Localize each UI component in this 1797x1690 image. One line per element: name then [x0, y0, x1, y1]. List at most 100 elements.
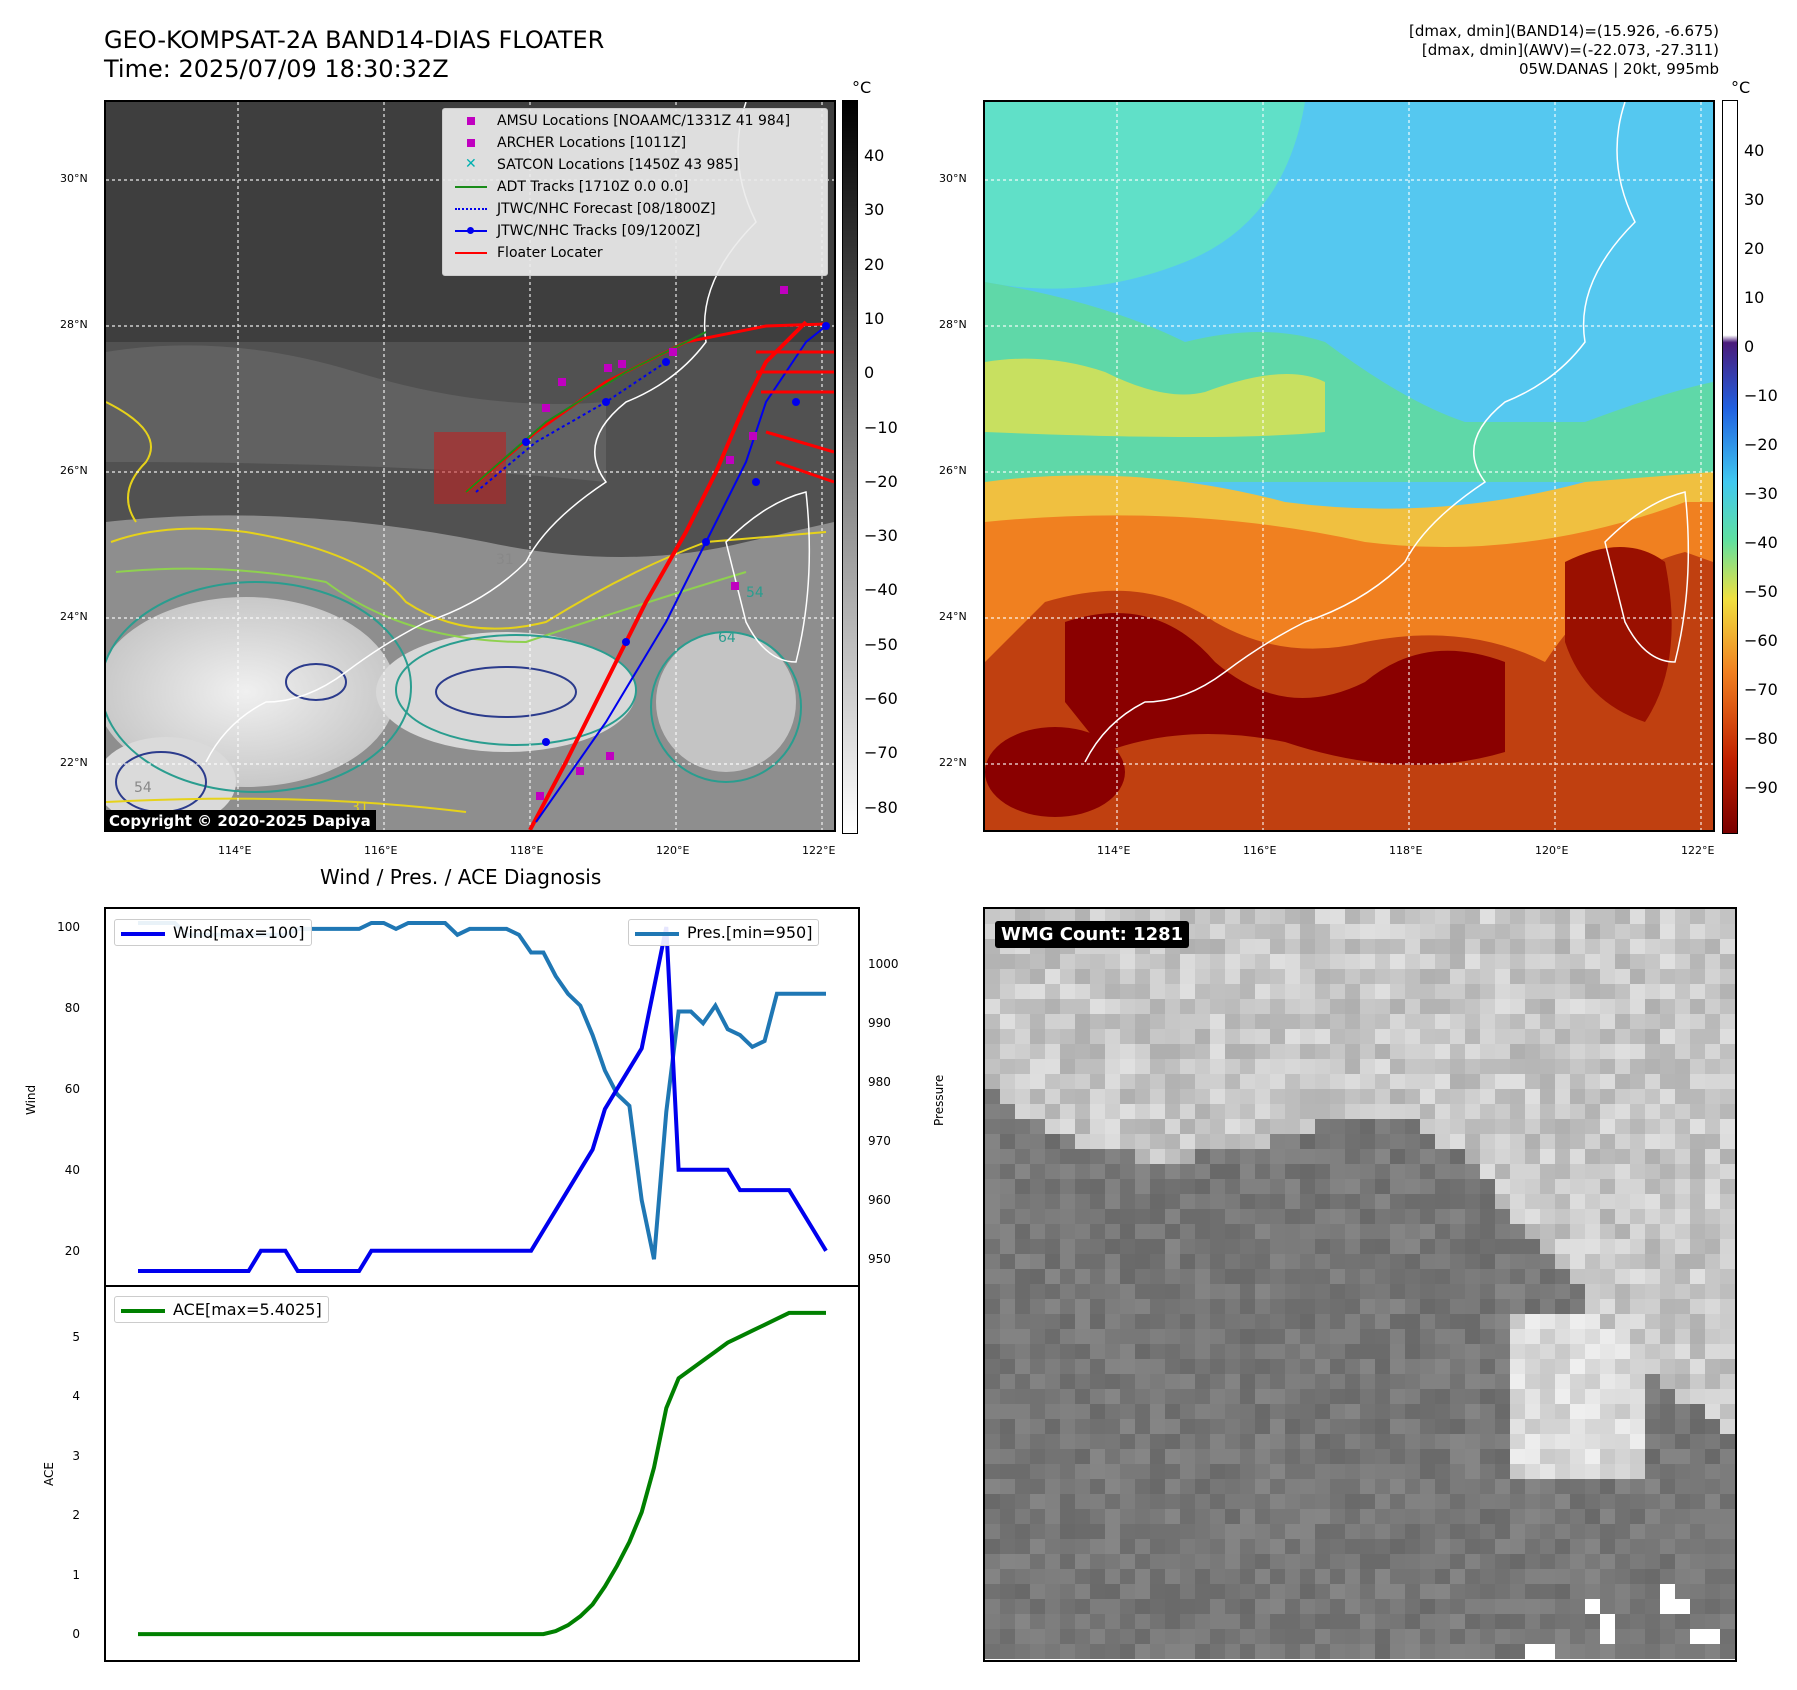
wmg-cell	[985, 1254, 1000, 1269]
wv-colorbar	[1722, 100, 1738, 834]
wmg-cell	[1510, 1449, 1525, 1464]
wmg-cell	[1315, 1569, 1330, 1584]
wmg-cell	[1165, 1014, 1180, 1029]
wmg-cell	[1525, 1074, 1540, 1089]
wmg-cell	[1375, 1329, 1390, 1344]
wmg-cell	[1435, 1014, 1450, 1029]
wmg-cell	[1720, 1104, 1735, 1119]
wmg-cell	[1450, 984, 1465, 999]
wmg-cell	[1225, 1089, 1240, 1104]
wmg-cell	[1240, 1344, 1255, 1359]
wmg-cell	[1060, 1539, 1075, 1554]
wmg-cell	[1075, 969, 1090, 984]
wmg-cell	[1075, 1059, 1090, 1074]
wmg-cell	[1060, 1554, 1075, 1569]
wmg-cell	[1600, 1419, 1615, 1434]
wmg-cell	[1570, 1419, 1585, 1434]
colorbar-tick: −70	[1744, 680, 1778, 699]
wmg-cell	[1120, 1389, 1135, 1404]
wmg-cell	[1300, 1224, 1315, 1239]
wmg-cell	[1405, 1074, 1420, 1089]
wmg-cell	[1210, 1179, 1225, 1194]
wmg-cell	[1270, 1419, 1285, 1434]
wmg-cell	[1195, 1194, 1210, 1209]
wmg-cell	[1315, 1299, 1330, 1314]
wmg-cell	[1390, 1359, 1405, 1374]
wmg-cell	[1270, 1299, 1285, 1314]
wmg-cell	[1015, 1569, 1030, 1584]
wmg-cell	[1630, 1059, 1645, 1074]
wmg-cell	[1315, 1164, 1330, 1179]
wmg-cell	[1435, 1044, 1450, 1059]
wmg-cell	[1705, 1329, 1720, 1344]
wmg-cell	[1720, 1419, 1735, 1434]
wmg-cell	[1600, 1479, 1615, 1494]
wmg-cell	[1615, 1359, 1630, 1374]
wmg-cell	[1675, 1539, 1690, 1554]
wmg-cell	[1345, 1089, 1360, 1104]
wmg-cell	[1090, 1359, 1105, 1374]
wmg-cell	[1495, 954, 1510, 969]
wmg-cell	[1225, 1074, 1240, 1089]
wmg-cell	[1480, 1074, 1495, 1089]
axis-tick-label: 950	[868, 1252, 891, 1267]
wmg-cell	[1345, 1179, 1360, 1194]
wmg-cell	[1375, 1194, 1390, 1209]
wmg-cell	[1180, 909, 1195, 924]
wmg-cell	[1615, 1209, 1630, 1224]
wmg-cell	[1675, 1089, 1690, 1104]
wmg-cell	[1030, 1314, 1045, 1329]
wmg-cell	[1600, 969, 1615, 984]
wmg-cell	[1150, 1569, 1165, 1584]
legend-item-adt: ADT Tracks [1710Z 0.0 0.0]	[451, 179, 688, 199]
wmg-cell	[1255, 999, 1270, 1014]
wmg-cell	[1225, 1584, 1240, 1599]
wmg-cell	[1555, 1149, 1570, 1164]
wmg-cell	[1390, 999, 1405, 1014]
wmg-cell	[1090, 1254, 1105, 1269]
wmg-cell	[1255, 1629, 1270, 1644]
wmg-cell	[1510, 1569, 1525, 1584]
wmg-cell	[1165, 1164, 1180, 1179]
wmg-cell	[1195, 1449, 1210, 1464]
wmg-cell	[1720, 1494, 1735, 1509]
wmg-cell	[1420, 909, 1435, 924]
wmg-cell	[1510, 1344, 1525, 1359]
wmg-cell	[1015, 984, 1030, 999]
wmg-cell	[1210, 1119, 1225, 1134]
wmg-cell	[1465, 909, 1480, 924]
wmg-cell	[1555, 1509, 1570, 1524]
wmg-cell	[1285, 1494, 1300, 1509]
wmg-cell	[1330, 1389, 1345, 1404]
wmg-cell	[1225, 924, 1240, 939]
wmg-cell	[1465, 1059, 1480, 1074]
wmg-cell	[985, 1029, 1000, 1044]
wmg-cell	[1570, 1164, 1585, 1179]
wmg-cell	[1690, 1269, 1705, 1284]
wmg-cell	[1300, 999, 1315, 1014]
wmg-cell	[1270, 1149, 1285, 1164]
wmg-cell	[1465, 1029, 1480, 1044]
wmg-cell	[1165, 1629, 1180, 1644]
wmg-cell	[1360, 1239, 1375, 1254]
wmg-cell	[1270, 1014, 1285, 1029]
wmg-cell	[1315, 1359, 1330, 1374]
wmg-cell	[1675, 1374, 1690, 1389]
wmg-cell	[1090, 1524, 1105, 1539]
wmg-cell	[1360, 1179, 1375, 1194]
wmg-cell	[1345, 1539, 1360, 1554]
wmg-cell	[1345, 1524, 1360, 1539]
wmg-cell	[1615, 1449, 1630, 1464]
wmg-cell	[1420, 1224, 1435, 1239]
wmg-cell	[1450, 1554, 1465, 1569]
wmg-cell	[1600, 1029, 1615, 1044]
wmg-cell	[1285, 1449, 1300, 1464]
wmg-cell	[1090, 1494, 1105, 1509]
wmg-cell	[1195, 969, 1210, 984]
wmg-cell	[1705, 1209, 1720, 1224]
wmg-cell	[1315, 1509, 1330, 1524]
wmg-cell	[1015, 1059, 1030, 1074]
wmg-cell	[1450, 1149, 1465, 1164]
wmg-cell	[1615, 1329, 1630, 1344]
wmg-cell	[1705, 1044, 1720, 1059]
